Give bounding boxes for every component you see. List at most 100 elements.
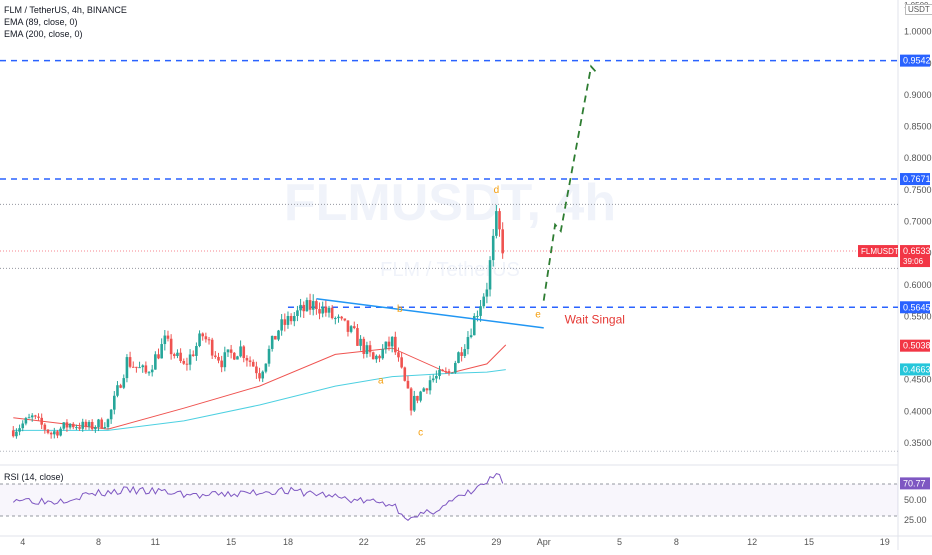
watermark-symbol: FLMUSDT, 4h bbox=[284, 174, 616, 232]
candle-body bbox=[141, 365, 145, 368]
candle-body bbox=[128, 357, 132, 367]
level-badge bbox=[900, 301, 930, 314]
candle-body bbox=[280, 319, 283, 331]
legend-ema200[interactable]: EMA (200, close, 0) bbox=[4, 29, 83, 39]
candle-body bbox=[308, 300, 312, 310]
price-badge bbox=[900, 339, 930, 352]
candle-body bbox=[248, 360, 252, 362]
candle-body bbox=[403, 367, 407, 381]
candle-body bbox=[444, 371, 448, 373]
candle-body bbox=[113, 395, 116, 410]
candle-body bbox=[438, 369, 441, 376]
candle-body bbox=[425, 388, 429, 391]
candle-body bbox=[327, 307, 331, 313]
level-badge bbox=[900, 173, 930, 186]
candle-body bbox=[289, 316, 293, 322]
rsi-band bbox=[0, 484, 898, 516]
candle-body bbox=[97, 419, 100, 428]
candle-body bbox=[460, 352, 463, 356]
candle-body bbox=[286, 316, 290, 325]
x-tick-label: 29 bbox=[491, 537, 501, 547]
candle-body bbox=[356, 328, 359, 346]
y-tick-label: 0.6000 bbox=[904, 280, 932, 290]
y-tick-label: 0.5500 bbox=[904, 311, 932, 321]
candle-body bbox=[210, 339, 214, 356]
candle-body bbox=[274, 335, 277, 340]
candle-body bbox=[217, 356, 220, 361]
candle-body bbox=[103, 427, 107, 429]
candle-body bbox=[43, 424, 47, 430]
x-tick-label: 11 bbox=[151, 537, 160, 547]
countdown-label: 39:06 bbox=[903, 257, 924, 266]
candle-body bbox=[378, 355, 381, 359]
candle-body bbox=[138, 367, 141, 369]
candle-body bbox=[375, 355, 378, 360]
candle-body bbox=[191, 354, 195, 356]
candle-body bbox=[198, 333, 201, 347]
candles bbox=[11, 204, 504, 439]
candle-body bbox=[65, 422, 69, 428]
x-tick-label: 8 bbox=[96, 537, 101, 547]
candle-body bbox=[106, 419, 110, 428]
y-tick-label: 0.3500 bbox=[904, 438, 932, 448]
candle-body bbox=[359, 338, 362, 346]
wave-label-d: d bbox=[494, 185, 500, 196]
candle-body bbox=[343, 318, 347, 321]
candle-body bbox=[179, 352, 182, 362]
candle-body bbox=[24, 418, 28, 424]
candle-body bbox=[390, 336, 394, 347]
candle-body bbox=[37, 416, 40, 418]
candle-body bbox=[422, 388, 426, 392]
candle-body bbox=[261, 371, 265, 379]
candle-body bbox=[176, 352, 179, 356]
x-tick-label: 12 bbox=[747, 537, 757, 547]
candle-body bbox=[131, 366, 135, 368]
candle-body bbox=[277, 330, 280, 340]
candle-body bbox=[68, 423, 72, 428]
candle-body bbox=[71, 423, 75, 428]
candle-body bbox=[472, 316, 476, 336]
candle-body bbox=[87, 421, 91, 427]
candle-body bbox=[346, 320, 350, 332]
currency-label[interactable]: USDT bbox=[905, 4, 932, 15]
y-tick-label: 0.8000 bbox=[904, 153, 932, 163]
candle-body bbox=[324, 306, 328, 313]
candle-body bbox=[371, 352, 375, 360]
candle-body bbox=[59, 428, 62, 436]
candle-body bbox=[201, 333, 205, 337]
candle-body bbox=[412, 395, 416, 411]
candle-body bbox=[223, 352, 227, 368]
legend-ema89[interactable]: EMA (89, close, 0) bbox=[4, 17, 78, 27]
watermark-name: FLM / TetherUS bbox=[380, 259, 520, 281]
candle-body bbox=[195, 346, 198, 356]
candle-body bbox=[166, 335, 170, 339]
candle-body bbox=[457, 352, 460, 363]
candle-body bbox=[90, 421, 94, 430]
price-badge-label: 0.6533 bbox=[903, 246, 931, 256]
candle-body bbox=[299, 304, 302, 311]
level-label: 0.7671 bbox=[903, 174, 931, 184]
candle-body bbox=[466, 337, 470, 350]
rsi-line bbox=[12, 473, 504, 521]
candle-body bbox=[498, 211, 501, 230]
candle-body bbox=[236, 356, 239, 360]
wave-label-c: c bbox=[418, 427, 423, 438]
level-label: 0.9542 bbox=[903, 56, 931, 66]
candle-body bbox=[381, 349, 384, 359]
candle-body bbox=[337, 316, 340, 319]
rsi-legend[interactable]: RSI (14, close) bbox=[4, 472, 64, 482]
rsi-badge-label: 70.77 bbox=[903, 478, 926, 488]
candle-body bbox=[188, 354, 192, 365]
candle-body bbox=[330, 307, 334, 319]
candle-body bbox=[491, 235, 495, 261]
legend-symbol[interactable]: FLM / TetherUS, 4h, BINANCE bbox=[4, 5, 127, 15]
candle-body bbox=[450, 372, 454, 374]
candle-body bbox=[185, 363, 189, 365]
candle-body bbox=[419, 391, 422, 401]
x-tick-label: 8 bbox=[674, 537, 679, 547]
x-tick-label: Apr bbox=[537, 537, 551, 547]
symbol-tag bbox=[858, 245, 898, 258]
rsi-tick-label: 50.00 bbox=[904, 495, 927, 505]
